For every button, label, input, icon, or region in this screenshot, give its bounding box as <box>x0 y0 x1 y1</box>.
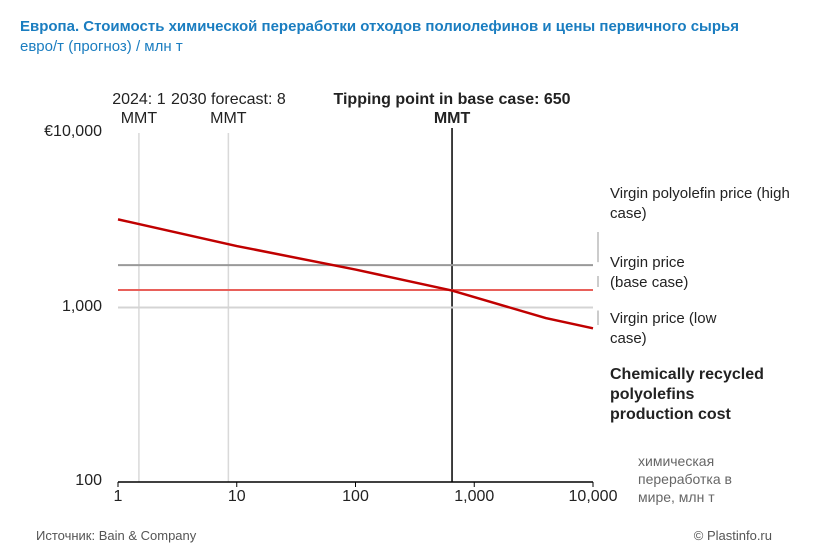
source: Источник: Bain & Company <box>36 528 197 543</box>
annotation-label: 2024: 1 MMT <box>112 91 166 127</box>
x-tick-label: 1,000 <box>454 488 495 505</box>
y-tick-label: 1,000 <box>61 297 102 315</box>
legend-label: Virgin price (low case) <box>610 310 717 347</box>
legend-label: Virgin price (base case) <box>610 254 689 291</box>
x-tick-label: 10,000 <box>568 488 618 505</box>
annotation-label: 2030 forecast: 8 MMT <box>170 91 286 127</box>
x-axis-label: химическая переработка в мире, млн т <box>638 453 732 505</box>
credit: © Plastinfo.ru <box>693 528 772 543</box>
x-tick-label: 100 <box>342 488 369 505</box>
annotation-label: Tipping point in base case: 650 MMT <box>333 91 571 127</box>
chart-subtitle: евро/т (прогноз) / млн т <box>20 38 183 55</box>
legend-label: Virgin polyolefin price (high case) <box>610 185 790 222</box>
y-tick-label: €10,000 <box>44 123 102 140</box>
chart-title: Европа. Стоимость химической переработки… <box>20 18 739 35</box>
x-tick-label: 10 <box>227 488 246 505</box>
legend-label: Chemically recycled polyolefins producti… <box>610 366 764 423</box>
x-tick-label: 1 <box>113 488 123 505</box>
series-line <box>117 218 594 330</box>
y-tick-label: 100 <box>75 472 102 489</box>
